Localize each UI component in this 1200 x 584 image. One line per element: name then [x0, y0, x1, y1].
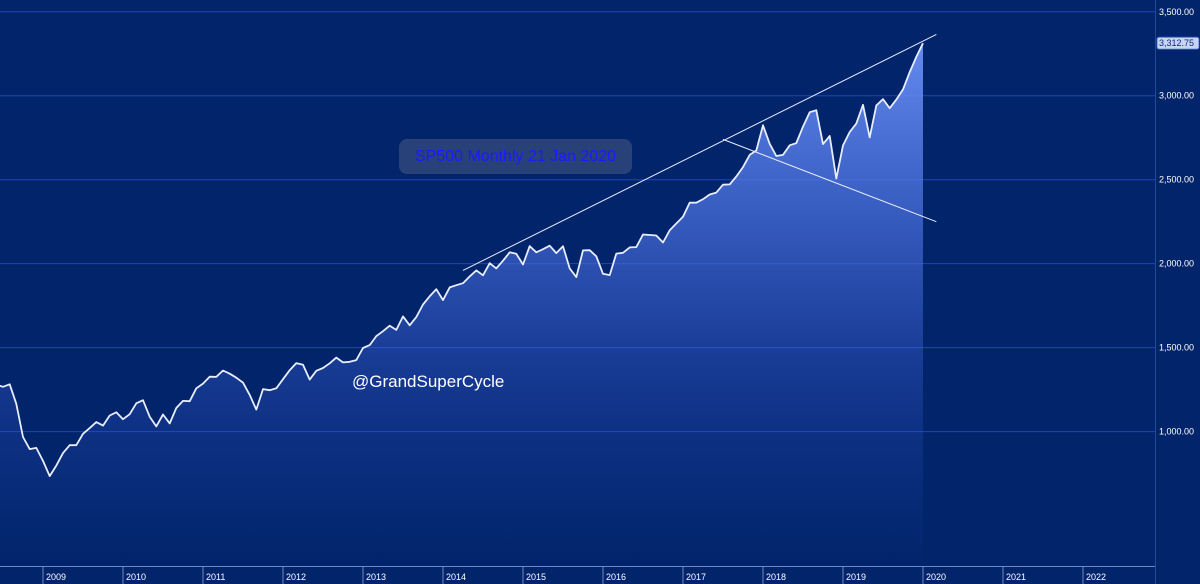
x-tick-label: 2010	[126, 572, 146, 582]
price-area-fill	[0, 43, 923, 566]
x-tick-label: 2015	[526, 572, 546, 582]
price-line-group	[0, 42, 924, 477]
x-tick-label: 2016	[606, 572, 626, 582]
y-tick-label: 2,500.00	[1159, 175, 1194, 185]
x-tick-label: 2012	[286, 572, 306, 582]
x-tick-label: 2017	[686, 572, 706, 582]
x-tick-label: 2019	[846, 572, 866, 582]
gridlines	[0, 11, 1155, 433]
x-tick-label: 2022	[1086, 572, 1106, 582]
y-tick-label: 3,500.00	[1159, 7, 1194, 17]
last-value-label: 3,312.75	[1159, 38, 1194, 48]
trendlines	[462, 33, 937, 271]
x-tick-label: 2018	[766, 572, 786, 582]
y-tick-label: 1,500.00	[1159, 343, 1194, 353]
last-value-badge	[1156, 36, 1200, 50]
upper-trendline	[462, 33, 937, 271]
x-tick-label: 2020	[926, 572, 946, 582]
x-tick-label: 2011	[206, 572, 225, 582]
y-tick-label: 2,000.00	[1159, 259, 1194, 269]
chart-title-box: SP500 Monthly 21 Jan 2020	[399, 139, 632, 174]
price-area	[0, 43, 923, 566]
price-line	[0, 42, 924, 477]
x-axis-band	[0, 566, 1155, 584]
lower-trendline	[722, 138, 937, 223]
x-tick-label: 2009	[46, 572, 66, 582]
y-tick-label: 1,000.00	[1159, 427, 1194, 437]
x-tick-label: 2021	[1006, 572, 1026, 582]
author-watermark: @GrandSuperCycle	[352, 372, 505, 391]
x-tick-label: 2013	[366, 572, 386, 582]
y-tick-label: 3,000.00	[1159, 91, 1194, 101]
x-tick-label: 2014	[446, 572, 466, 582]
chart-title: SP500 Monthly 21 Jan 2020	[414, 147, 617, 165]
